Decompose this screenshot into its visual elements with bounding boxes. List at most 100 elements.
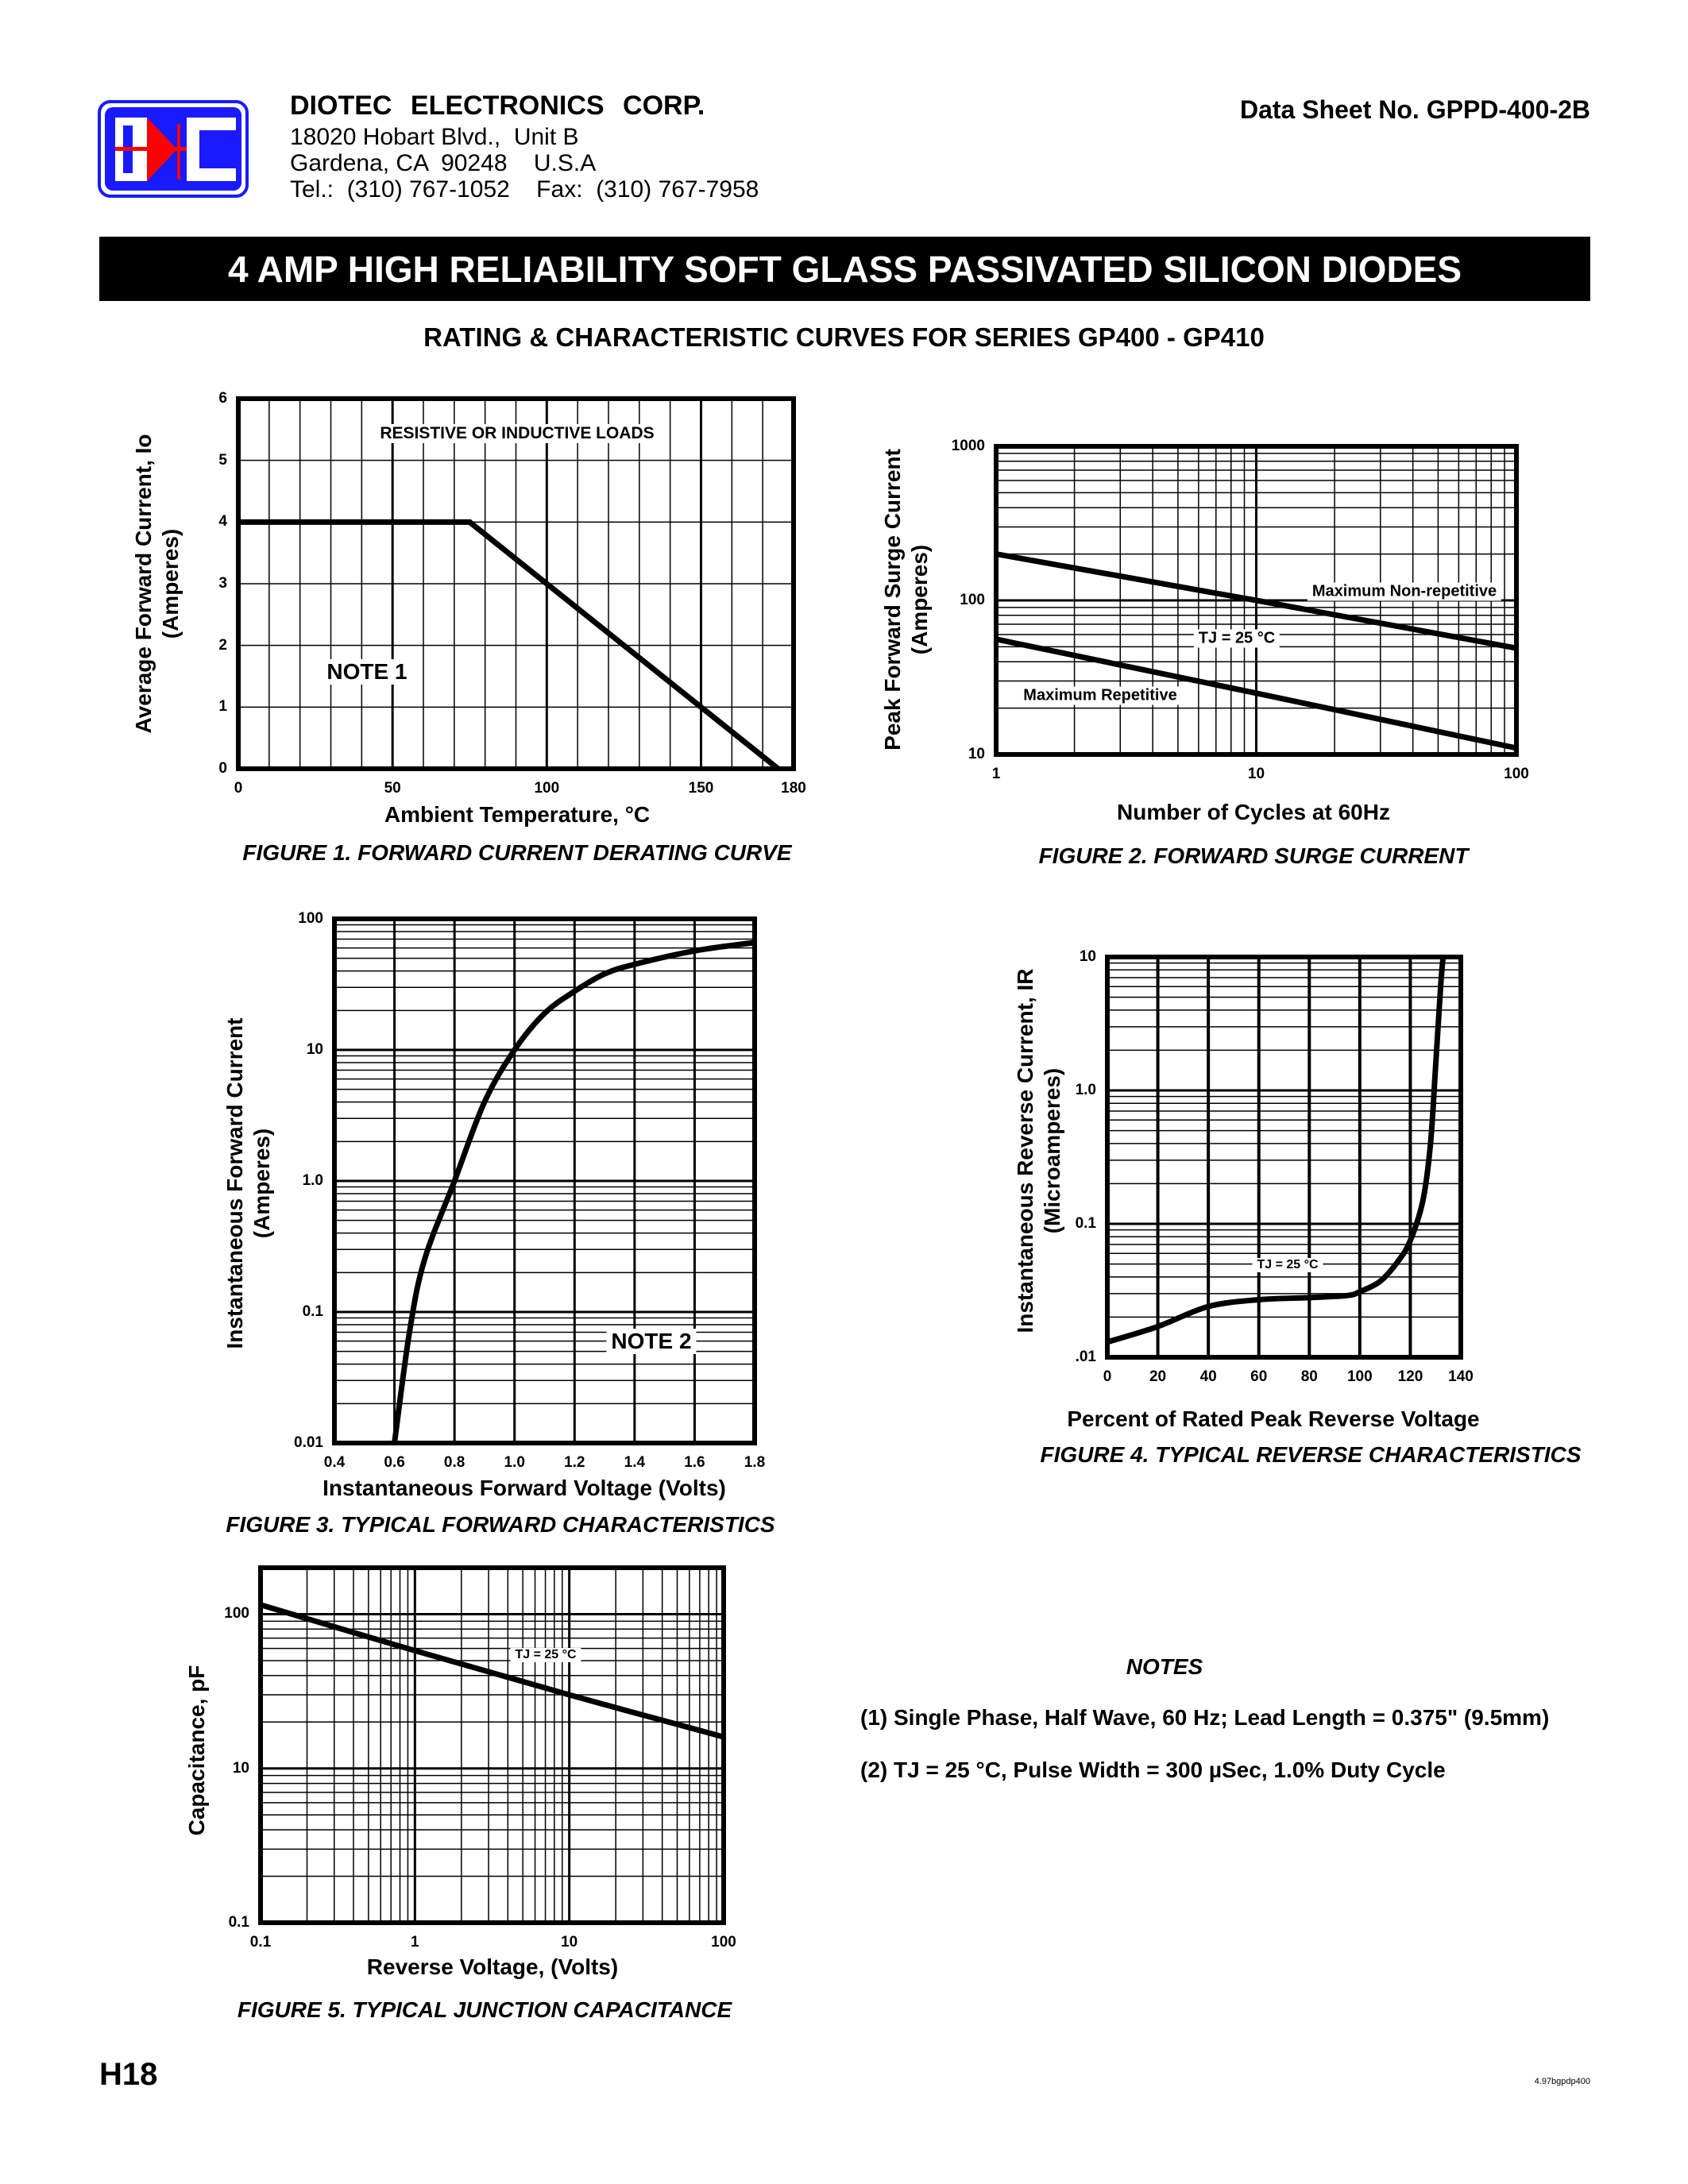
x-tick-label: 180 <box>781 780 806 797</box>
x-tick-label: 140 <box>1448 1368 1474 1385</box>
datasheet-number: Data Sheet No. GPPD-400-2B <box>1239 95 1590 124</box>
y-axis-label-line: (Amperes) <box>249 1128 274 1239</box>
x-tick-label: 100 <box>1504 766 1529 782</box>
chart-annotation: TJ = 25 °C <box>510 1648 581 1662</box>
x-axis-label: Ambient Temperature, °C <box>384 802 651 827</box>
x-tick-label: 60 <box>1250 1368 1268 1385</box>
y-axis-label-line: Capacitance, pF <box>184 1665 209 1836</box>
y-tick-label: 6 <box>218 390 227 407</box>
plot-border <box>258 1565 726 1925</box>
y-tick-label: 100 <box>224 1605 249 1623</box>
x-tick-label: 100 <box>1346 1368 1373 1385</box>
x-tick-label: 40 <box>1199 1368 1217 1385</box>
figure-3-plot <box>332 916 757 1445</box>
company-name: DIOTEC ELECTRONICS CORP. <box>290 91 705 121</box>
y-tick-label: 10 <box>1079 948 1096 965</box>
address-line: 18020 Hobart Blvd., Unit B <box>290 124 579 150</box>
plot-border <box>332 916 757 1445</box>
figure-5-plot <box>258 1565 726 1925</box>
figure-1-plot <box>236 396 796 771</box>
figure-4-plot <box>1105 955 1463 1360</box>
x-tick-label: 1.8 <box>744 1454 766 1471</box>
y-axis-label: Instantaneous Reverse Current, IR (Microa… <box>1012 968 1066 1333</box>
document-code: 4.97bgpdp400 <box>1534 2077 1590 2086</box>
y-tick-label: 100 <box>298 910 323 927</box>
x-tick-label: 1.0 <box>504 1454 525 1471</box>
document-title: 4 AMP HIGH RELIABILITY SOFT GLASS PASSIV… <box>227 248 1462 290</box>
y-tick-label: 10 <box>306 1041 323 1058</box>
y-tick-label: 3 <box>218 575 227 592</box>
y-tick-label: 5 <box>218 451 227 469</box>
series-line-1 <box>995 551 1517 651</box>
x-tick-label: 1.2 <box>564 1454 585 1471</box>
y-axis-label-line: (Amperes) <box>158 528 183 639</box>
chart-annotation: TJ = 25 °C <box>1193 629 1280 648</box>
x-tick-label: 0 <box>1103 1368 1112 1385</box>
company-logo <box>98 100 249 198</box>
y-tick-label: 1 <box>218 698 227 716</box>
plot-border <box>994 444 1519 757</box>
plot-border <box>236 396 796 771</box>
x-tick-label: 0.6 <box>384 1454 405 1471</box>
x-axis-label: Percent of Rated Peak Reverse Voltage <box>1067 1406 1480 1431</box>
document-subtitle: RATING & CHARACTERISTIC CURVES FOR SERIE… <box>423 322 1265 352</box>
y-tick-label: 4 <box>218 513 227 531</box>
y-tick-label: 0 <box>218 760 227 777</box>
figure-caption: FIGURE 1. FORWARD CURRENT DERATING CURVE <box>242 840 792 865</box>
y-axis-label: Instantaneous Forward Current (Amperes) <box>222 1018 276 1349</box>
x-tick-label: 50 <box>384 780 401 797</box>
x-tick-label: 10 <box>561 1934 578 1951</box>
x-tick-label: 0 <box>234 780 243 797</box>
y-tick-label: 0.1 <box>302 1303 323 1320</box>
note-2: (2) TJ = 25 °C, Pulse Width = 300 µSec, … <box>860 1758 1446 1782</box>
y-axis-label-line: Peak Forward Surge Current <box>880 449 905 751</box>
y-tick-label: 100 <box>960 592 985 608</box>
y-axis-label-line: (Amperes) <box>907 544 932 655</box>
x-axis-label: Number of Cycles at 60Hz <box>1117 800 1390 824</box>
series-line-1 <box>260 1602 724 1740</box>
y-tick-label: 1.0 <box>1075 1082 1096 1098</box>
notes-heading: NOTES <box>1126 1654 1203 1679</box>
y-axis-label-line: Instantaneous Forward Current <box>222 1017 247 1349</box>
series-line-1 <box>1106 956 1447 1345</box>
figure-caption: FIGURE 2. FORWARD SURGE CURRENT <box>1038 843 1469 868</box>
x-tick-label: 10 <box>1247 766 1265 782</box>
y-tick-label: 1000 <box>951 438 985 454</box>
y-tick-label: 2 <box>218 636 227 654</box>
y-tick-label: 1.0 <box>302 1172 323 1189</box>
y-axis-label-line: (Microamperes) <box>1040 1067 1064 1234</box>
figure-caption: FIGURE 3. TYPICAL FORWARD CHARACTERISTIC… <box>226 1512 775 1537</box>
chart-annotation: TJ = 25 °C <box>1252 1258 1323 1272</box>
series-line-2 <box>995 636 1517 751</box>
x-tick-label: 20 <box>1149 1368 1167 1385</box>
y-tick-label: 0.1 <box>228 1914 249 1931</box>
chart-annotation: Maximum Repetitive <box>1018 686 1182 705</box>
x-tick-label: 80 <box>1300 1368 1318 1385</box>
x-tick-label: 100 <box>711 1934 736 1951</box>
address-line: Gardena, CA 90248 U.S.A <box>290 150 597 176</box>
y-tick-label: 10 <box>232 1759 249 1777</box>
figure-caption: FIGURE 4. TYPICAL REVERSE CHARACTERISTIC… <box>1040 1442 1582 1467</box>
chart-annotation: RESISTIVE OR INDUCTIVE LOADS <box>375 424 659 443</box>
y-tick-label: 0.1 <box>1075 1215 1096 1232</box>
x-axis-label: Instantaneous Forward Voltage (Volts) <box>323 1476 726 1500</box>
x-tick-label: 150 <box>688 780 714 797</box>
y-tick-label: 10 <box>968 746 985 762</box>
series-line-1 <box>238 519 780 771</box>
x-tick-label: 120 <box>1397 1368 1423 1385</box>
page-number: H18 <box>99 2057 158 2092</box>
chart-annotation: Maximum Non-repetitive <box>1307 582 1502 601</box>
contact-line: Tel.: (310) 767-1052 Fax: (310) 767-7958 <box>290 176 759 203</box>
x-tick-label: 0.1 <box>249 1934 272 1951</box>
y-axis-label-line: Instantaneous Reverse Current, IR <box>1013 968 1037 1333</box>
x-tick-label: 1 <box>991 766 1001 782</box>
plot-border <box>1105 955 1463 1360</box>
document-title-bar: 4 AMP HIGH RELIABILITY SOFT GLASS PASSIV… <box>99 237 1590 301</box>
note-1: (1) Single Phase, Half Wave, 60 Hz; Lead… <box>860 1705 1550 1730</box>
y-tick-label: .01 <box>1075 1349 1096 1365</box>
x-tick-label: 1.6 <box>684 1454 705 1471</box>
y-axis-label: Average Forward Current, Io (Amperes) <box>130 434 184 733</box>
x-tick-label: 0.8 <box>443 1454 465 1471</box>
x-axis-label: Reverse Voltage, (Volts) <box>366 1954 619 1979</box>
x-tick-label: 1.4 <box>624 1454 646 1471</box>
